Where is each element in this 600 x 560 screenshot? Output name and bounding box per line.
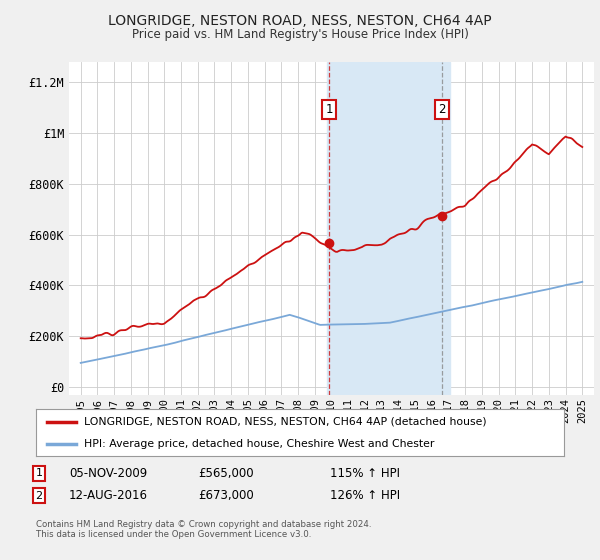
Text: £673,000: £673,000: [198, 489, 254, 502]
Text: 126% ↑ HPI: 126% ↑ HPI: [330, 489, 400, 502]
Text: 2: 2: [35, 491, 43, 501]
Text: LONGRIDGE, NESTON ROAD, NESS, NESTON, CH64 4AP (detached house): LONGRIDGE, NESTON ROAD, NESS, NESTON, CH…: [83, 417, 486, 427]
Text: LONGRIDGE, NESTON ROAD, NESS, NESTON, CH64 4AP: LONGRIDGE, NESTON ROAD, NESS, NESTON, CH…: [108, 14, 492, 28]
Bar: [328, 62, 450, 395]
Text: 1: 1: [35, 468, 43, 478]
Text: 05-NOV-2009: 05-NOV-2009: [69, 466, 147, 480]
Text: 115% ↑ HPI: 115% ↑ HPI: [330, 466, 400, 480]
Text: 2: 2: [439, 104, 446, 116]
Text: HPI: Average price, detached house, Cheshire West and Chester: HPI: Average price, detached house, Ches…: [83, 438, 434, 449]
Text: Contains HM Land Registry data © Crown copyright and database right 2024.
This d: Contains HM Land Registry data © Crown c…: [36, 520, 371, 539]
Text: Price paid vs. HM Land Registry's House Price Index (HPI): Price paid vs. HM Land Registry's House …: [131, 28, 469, 41]
Text: £565,000: £565,000: [198, 466, 254, 480]
Text: 12-AUG-2016: 12-AUG-2016: [69, 489, 148, 502]
Text: 1: 1: [325, 104, 333, 116]
